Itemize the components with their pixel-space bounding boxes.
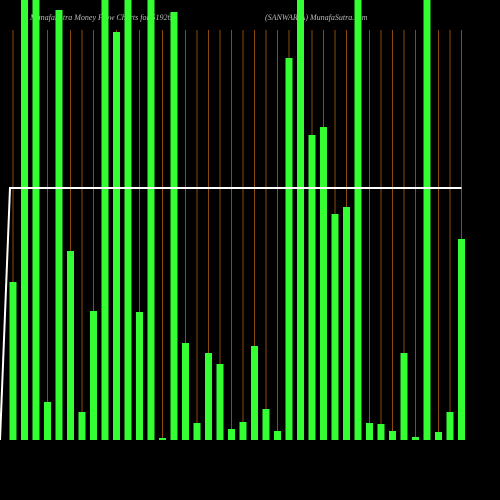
- bar: [21, 0, 28, 440]
- bar: [446, 412, 454, 440]
- bar: [228, 429, 235, 440]
- bar: [423, 0, 431, 440]
- bar: [285, 58, 293, 440]
- bar: [297, 0, 304, 440]
- bar: [251, 346, 258, 440]
- bar: [205, 353, 212, 440]
- bar: [136, 312, 143, 440]
- bar: [182, 343, 189, 440]
- bar: [124, 0, 132, 440]
- bar: [331, 214, 339, 440]
- bar: [262, 409, 270, 440]
- bar: [216, 364, 224, 440]
- money-flow-line: [0, 187, 462, 441]
- bar: [377, 424, 385, 440]
- bar: [354, 0, 362, 440]
- bar: [274, 431, 281, 440]
- bar: [170, 12, 178, 440]
- bar: [101, 0, 109, 440]
- chart-subtitle: (SANWARIA) MunafaSutra.com: [265, 13, 368, 22]
- bar: [44, 402, 51, 440]
- bar: [67, 251, 74, 440]
- bar: [239, 422, 247, 440]
- bar: [320, 127, 327, 440]
- bar: [343, 207, 350, 440]
- bar: [400, 353, 408, 440]
- bar: [32, 0, 40, 440]
- bar: [389, 431, 396, 440]
- bar: [308, 135, 316, 440]
- bar: [458, 239, 465, 440]
- bar: [159, 438, 166, 440]
- bar: [90, 311, 97, 440]
- bar: [435, 432, 442, 440]
- bar: [193, 423, 201, 440]
- bar: [147, 0, 155, 440]
- bar: [412, 437, 419, 440]
- bar: [55, 10, 63, 440]
- bar: [78, 412, 86, 440]
- bar: [366, 423, 373, 440]
- bar: [113, 32, 120, 440]
- bar: [9, 282, 17, 440]
